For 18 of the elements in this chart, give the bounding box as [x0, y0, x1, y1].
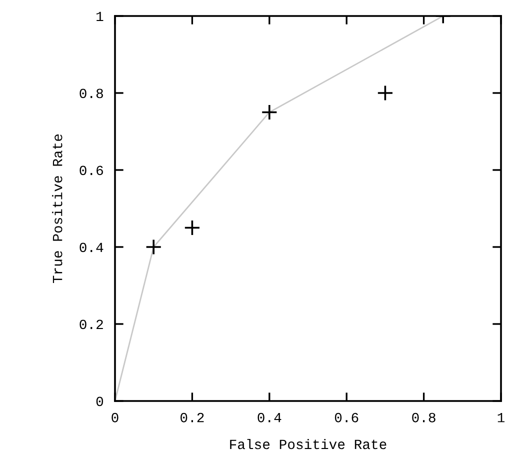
- point: [377, 84, 394, 102]
- point: [184, 220, 200, 236]
- y-tick-label: 0.8: [80, 88, 103, 98]
- y-tick-label: 0: [96, 396, 104, 406]
- y-tick-label: 0.4: [80, 242, 104, 252]
- x-tick-label: 0: [112, 412, 118, 422]
- x-tick-label: 0.2: [180, 412, 204, 422]
- x-tick-label: 0.6: [334, 412, 358, 422]
- y-axis-title: True Positive Rate: [52, 134, 62, 284]
- x-tick-label: 1: [498, 413, 504, 422]
- y-tick-label: 0.2: [80, 320, 103, 330]
- x-tick-label: 0.8: [412, 412, 436, 422]
- point: [145, 238, 162, 256]
- point: [261, 104, 278, 120]
- y-tick-label: 0.6: [80, 166, 103, 176]
- x-tick-label: 0.4: [258, 412, 282, 422]
- y-tick-label: 1: [96, 12, 104, 22]
- x-axis-title: False Positive Rate: [230, 438, 386, 450]
